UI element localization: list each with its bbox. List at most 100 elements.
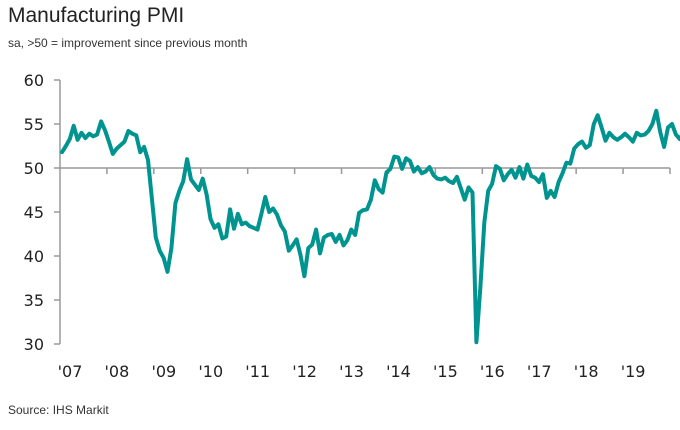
data-point	[600, 126, 603, 129]
data-point	[667, 126, 670, 129]
data-point	[154, 236, 157, 239]
data-point	[608, 131, 611, 134]
data-point	[369, 198, 372, 201]
data-point	[459, 187, 462, 190]
data-point	[631, 140, 634, 143]
data-point	[190, 178, 193, 181]
data-point	[88, 132, 91, 135]
data-point	[671, 123, 674, 126]
data-point	[84, 137, 87, 140]
data-point	[424, 170, 427, 173]
data-point	[338, 233, 341, 236]
data-point	[487, 189, 490, 192]
data-point	[330, 233, 333, 236]
data-point	[647, 130, 650, 133]
data-point	[592, 123, 595, 126]
data-point	[569, 162, 572, 165]
data-point	[229, 208, 232, 211]
x-axis: '07 '08 '09 '10 '11 '12 '13 '14 '15 '16 '17 '18 '19	[58, 167, 671, 381]
data-point	[397, 156, 400, 159]
data-point	[495, 165, 498, 168]
data-point	[322, 236, 325, 239]
data-point	[651, 123, 654, 126]
data-point	[401, 167, 404, 170]
data-point	[377, 188, 380, 191]
data-point	[72, 124, 75, 127]
data-point	[366, 208, 369, 211]
data-point	[432, 174, 435, 177]
y-tick-label: 50	[24, 159, 44, 178]
data-point	[530, 174, 533, 177]
data-point	[61, 151, 64, 154]
y-tick-label: 60	[24, 71, 44, 90]
x-tick-label: '17	[527, 362, 552, 381]
data-point	[663, 145, 666, 148]
data-point	[479, 285, 482, 288]
data-point	[303, 275, 306, 278]
x-tick-label: '13	[339, 362, 364, 381]
data-point	[236, 212, 239, 215]
data-point	[385, 171, 388, 174]
data-point	[655, 109, 658, 112]
data-point	[268, 211, 271, 214]
data-point	[498, 167, 501, 170]
data-point	[127, 130, 130, 133]
data-point	[475, 341, 478, 344]
data-point	[96, 133, 99, 136]
data-point	[92, 135, 95, 138]
data-point	[467, 186, 470, 189]
data-point	[526, 163, 529, 166]
data-point	[260, 212, 263, 215]
data-point	[643, 133, 646, 136]
data-point	[420, 172, 423, 175]
data-point	[541, 173, 544, 176]
data-point	[197, 189, 200, 192]
data-point	[596, 114, 599, 117]
data-point	[272, 207, 275, 210]
data-point	[358, 211, 361, 214]
data-point	[448, 180, 451, 183]
data-point	[64, 145, 67, 148]
data-point	[553, 196, 556, 199]
data-point	[452, 182, 455, 185]
data-point	[201, 177, 204, 180]
y-tick-label: 45	[24, 203, 44, 222]
chart-subtitle: sa, >50 = improvement since previous mon…	[8, 36, 248, 50]
data-point	[491, 182, 494, 185]
data-point	[315, 228, 318, 231]
data-point	[299, 254, 302, 257]
data-point	[100, 120, 103, 123]
data-point	[279, 224, 282, 227]
data-point	[221, 237, 224, 240]
data-point	[627, 136, 630, 139]
data-point	[659, 130, 662, 133]
data-point	[463, 198, 466, 201]
data-point	[123, 140, 126, 143]
y-tick-label: 35	[24, 291, 44, 310]
data-point	[584, 146, 587, 149]
data-point	[624, 132, 627, 135]
data-point	[150, 197, 153, 200]
x-tick-label: '15	[433, 362, 458, 381]
data-point	[565, 161, 568, 164]
data-point	[506, 173, 509, 176]
data-point	[283, 230, 286, 233]
x-tick-label: '12	[292, 362, 317, 381]
data-point	[115, 147, 118, 150]
data-point	[80, 131, 83, 134]
data-point	[311, 243, 314, 246]
data-point	[287, 249, 290, 252]
data-point	[412, 170, 415, 173]
data-point	[604, 139, 607, 142]
data-point	[393, 155, 396, 158]
data-point	[350, 228, 353, 231]
data-point	[514, 176, 517, 179]
data-point	[620, 136, 623, 139]
data-point	[178, 189, 181, 192]
x-tick-label: '09	[151, 362, 176, 381]
data-point	[139, 151, 142, 154]
data-point	[147, 159, 150, 162]
data-point	[135, 134, 138, 137]
data-point	[213, 226, 216, 229]
data-point	[639, 134, 642, 137]
